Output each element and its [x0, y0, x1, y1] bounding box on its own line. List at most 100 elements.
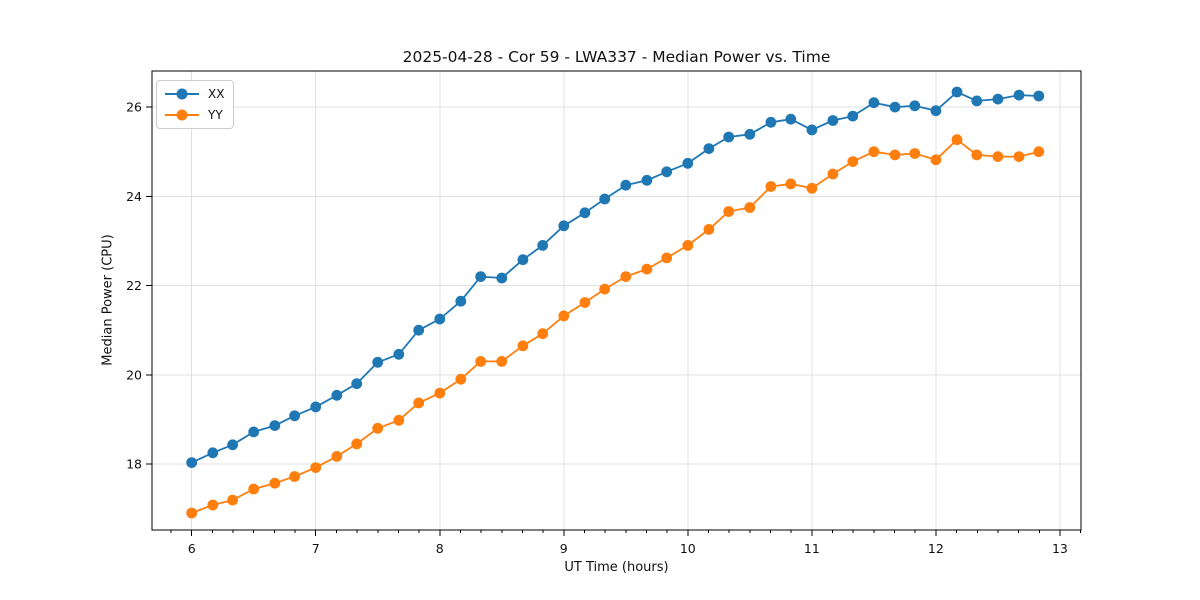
data-point-yy [909, 148, 921, 159]
data-point-xx [703, 143, 715, 155]
data-point-xx [434, 313, 446, 325]
x-tick-label: 11 [804, 541, 820, 556]
data-point-xx [744, 128, 756, 140]
data-point-xx [847, 110, 859, 122]
y-tick-label: 18 [126, 456, 142, 471]
data-point-xx [517, 254, 529, 266]
data-point-xx [207, 447, 219, 459]
x-tick-label: 8 [436, 541, 444, 556]
data-point-yy [661, 252, 673, 264]
x-axis-label: UT Time (hours) [564, 560, 669, 575]
data-point-yy [227, 494, 239, 506]
data-point-xx [889, 101, 901, 113]
data-point-yy [207, 499, 219, 511]
x-tick-label: 12 [928, 541, 944, 556]
data-point-yy [1033, 146, 1045, 158]
data-point-xx [909, 100, 921, 112]
data-point-xx [1013, 89, 1025, 101]
data-point-xx [971, 95, 983, 107]
data-point-xx [579, 207, 591, 219]
data-point-yy [889, 149, 901, 161]
data-point-xx [661, 166, 673, 178]
data-point-xx [620, 179, 632, 191]
data-point-xx [413, 324, 425, 336]
data-point-yy [703, 224, 715, 235]
data-point-xx [723, 131, 735, 143]
data-point-xx [765, 116, 777, 128]
x-tick-label: 10 [680, 541, 696, 556]
x-tick-label: 13 [1052, 541, 1068, 556]
data-point-yy [351, 438, 363, 450]
x-tick-label: 9 [560, 541, 568, 556]
data-point-yy [413, 397, 425, 409]
data-point-yy [847, 156, 859, 168]
data-point-xx [331, 389, 343, 401]
data-point-yy [620, 271, 632, 282]
data-point-yy [723, 206, 735, 217]
data-point-yy [517, 340, 529, 352]
data-point-xx [641, 174, 653, 186]
data-point-xx [455, 295, 467, 307]
data-point-xx [951, 86, 963, 98]
data-point-yy [310, 462, 322, 473]
data-point-yy [971, 149, 983, 161]
legend: XX YY [156, 80, 235, 129]
data-point-yy [1013, 151, 1025, 163]
y-tick-label: 20 [126, 367, 142, 382]
series-line-yy [190, 138, 1040, 514]
data-point-yy [765, 181, 777, 192]
data-point-yy [434, 387, 446, 399]
data-point-yy [537, 328, 549, 340]
data-point-xx [992, 93, 1004, 105]
data-point-xx [269, 420, 281, 431]
y-axis-label: Median Power (CPU) [100, 234, 116, 366]
data-point-yy [269, 477, 281, 489]
data-point-xx [310, 401, 322, 413]
plot-border [151, 70, 1082, 531]
data-point-xx [785, 113, 797, 125]
y-tick-label: 26 [126, 100, 142, 115]
data-point-yy [475, 356, 487, 367]
legend-label: XX [208, 87, 225, 101]
data-point-xx [558, 220, 570, 232]
data-point-yy [393, 414, 405, 426]
legend-label: YY [208, 108, 223, 122]
legend-line-marker-icon [165, 109, 199, 121]
data-point-yy [248, 483, 260, 495]
data-point-yy [558, 310, 570, 322]
data-point-xx [393, 348, 405, 360]
data-point-yy [827, 168, 839, 180]
data-point-xx [227, 439, 239, 451]
data-point-yy [682, 240, 694, 251]
data-point-xx [806, 124, 818, 136]
data-point-yy [930, 154, 942, 166]
data-point-yy [599, 283, 611, 295]
data-point-yy [579, 297, 591, 308]
data-point-xx [372, 356, 384, 368]
data-point-yy [186, 507, 198, 519]
data-point-xx [930, 105, 942, 117]
data-point-xx [248, 426, 260, 438]
data-point-xx [475, 271, 487, 282]
x-tick-label: 6 [188, 541, 196, 556]
legend-item-yy: YY [165, 107, 224, 123]
data-point-xx [1033, 90, 1045, 102]
data-point-yy [455, 373, 467, 385]
y-tick-label: 22 [126, 278, 142, 293]
data-point-yy [496, 356, 508, 367]
y-tick-label: 24 [126, 189, 142, 204]
data-point-xx [537, 240, 549, 251]
data-point-xx [827, 115, 839, 126]
data-point-yy [744, 202, 756, 213]
data-point-xx [186, 457, 198, 468]
data-point-xx [351, 378, 363, 390]
data-point-yy [951, 134, 963, 146]
legend-item-xx: XX [165, 86, 224, 102]
data-point-yy [331, 451, 343, 462]
data-point-yy [992, 151, 1004, 163]
data-point-xx [682, 157, 694, 169]
data-point-xx [289, 410, 300, 422]
legend-line-marker-icon [165, 88, 199, 100]
data-point-yy [785, 178, 797, 190]
